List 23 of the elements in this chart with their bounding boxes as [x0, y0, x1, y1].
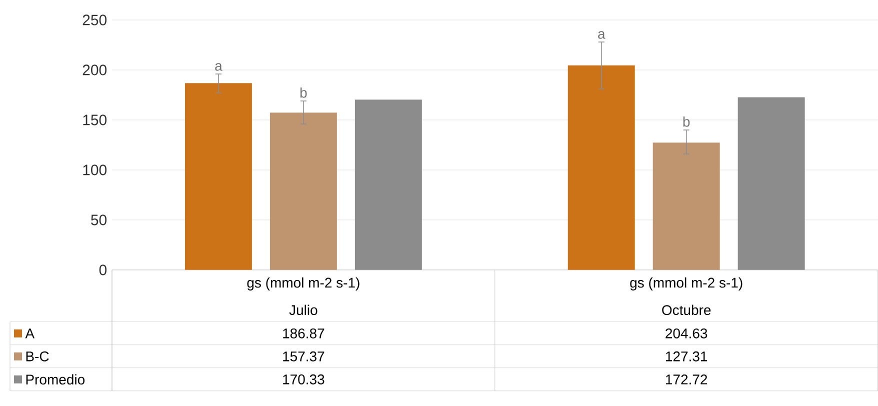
text: gs (mmol m-2 s-1): [630, 277, 742, 290]
data-label: 170.33: [283, 374, 324, 384]
data-label: 186.87: [283, 328, 324, 338]
x-tick-label: Julio: [289, 304, 318, 316]
legend-label: A: [25, 328, 35, 338]
y-tick-label: 100: [83, 164, 107, 176]
data-label: 127.31: [666, 351, 708, 362]
annotation: b: [683, 116, 690, 127]
data-label: 157.37: [283, 351, 324, 362]
y-tick-label: 0: [99, 264, 107, 276]
data-label: 172.72: [666, 374, 708, 384]
data-label: 204.63: [666, 328, 708, 338]
annotation: b: [300, 88, 307, 98]
legend-label: B-C: [26, 351, 49, 362]
y-tick-label: 200: [82, 64, 107, 76]
y-tick-label: 150: [83, 114, 107, 126]
annotation: a: [215, 63, 222, 71]
y-tick-label: 50: [91, 214, 107, 226]
annotation: a: [598, 31, 606, 39]
legend-label: Promedio: [26, 374, 85, 385]
y-tick-label: 250: [82, 14, 107, 26]
text: gs (mmol m-2 s-1): [247, 277, 360, 290]
x-tick-label: Octubre: [662, 304, 711, 316]
